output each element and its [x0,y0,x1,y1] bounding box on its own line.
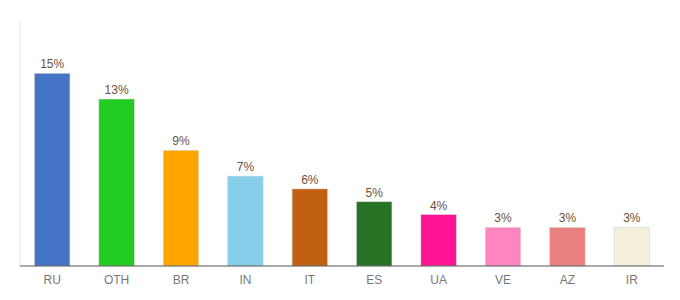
bar [614,227,649,266]
x-tick-label: UA [430,273,447,287]
data-label: 15% [40,57,64,71]
x-tick-label: IR [626,273,638,287]
bar [228,176,263,266]
data-label: 9% [172,134,190,148]
x-tick-label: ES [366,273,382,287]
bar [292,189,327,266]
chart-container: 15% 13% 9% 7% 6% 5% 4% 3% 3% 3% RU OTH BR IN IT ES UA VE A… [0,0,680,300]
bar [356,202,391,266]
data-label: 3% [494,211,512,225]
data-label: 3% [623,211,641,225]
x-tick-labels: RU OTH BR IN IT ES UA VE AZ IR [44,273,639,287]
chart: 15% 13% 9% 7% 6% 5% 4% 3% 3% 3% RU OTH BR IN IT ES UA VE A… [0,0,680,300]
data-label: 7% [237,160,255,174]
x-tick-label: BR [173,273,190,287]
bar [34,73,69,266]
x-tick-label: AZ [560,273,575,287]
x-tick-label: IT [304,273,315,287]
x-tick-label: OTH [104,273,129,287]
bar [99,99,134,266]
bar [421,215,456,266]
data-label: 13% [105,83,129,97]
bar [485,227,520,266]
bars [34,73,649,266]
bar [550,227,585,266]
data-label: 4% [430,199,448,213]
data-label: 6% [301,173,319,187]
x-tick-label: RU [44,273,61,287]
bar [163,150,198,266]
data-label: 5% [366,186,384,200]
y-range-line [20,22,21,266]
data-labels: 15% 13% 9% 7% 6% 5% 4% 3% 3% 3% [40,57,641,225]
data-label: 3% [559,211,577,225]
x-tick-label: IN [239,273,251,287]
x-tick-label: VE [495,273,511,287]
x-axis-line [20,266,664,267]
